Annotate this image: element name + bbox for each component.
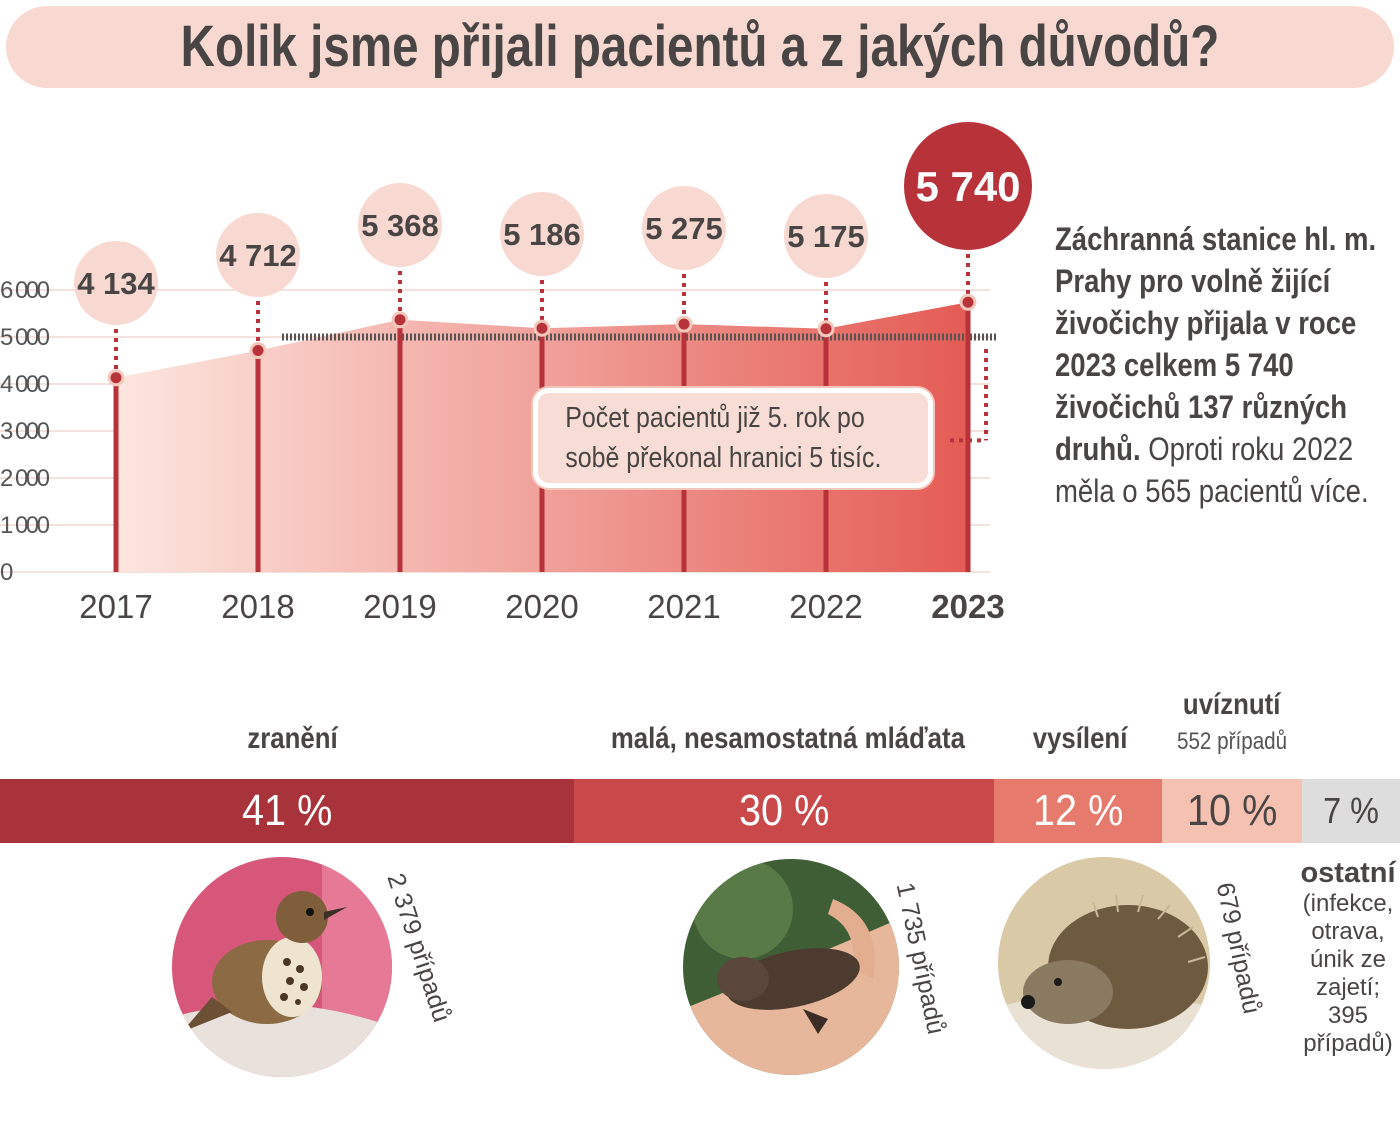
percent-ostatni: 7 % (1323, 790, 1379, 831)
y-tick-label: 3 000 (0, 418, 50, 445)
point-2017 (107, 369, 125, 387)
title-banner: Kolik jsme přijali pacientů a z jakých d… (6, 6, 1394, 88)
bubble-2020 (500, 192, 584, 276)
label-zraneni: zranění (247, 722, 338, 755)
data-label-2019: 5 368 (361, 208, 439, 243)
thrush-photo (172, 857, 392, 1077)
label-vysileni: vysílení (1032, 722, 1128, 755)
segment-ostatni: 7 % (1302, 779, 1400, 843)
annotation-text: Počet pacientů již 5. rok po sobě překon… (565, 402, 882, 474)
bubble-2021 (642, 186, 726, 270)
x-tick-2018: 2018 (221, 588, 294, 625)
y-tick-label: 5 000 (0, 324, 50, 351)
data-label-2017: 4 134 (77, 266, 155, 301)
summary-normal: Oproti roku 2022 měla o 565 pacientů víc… (1055, 431, 1369, 509)
data-label-2022: 5 175 (787, 219, 865, 254)
data-label-2020: 5 186 (503, 217, 581, 252)
percent-mladata: 30 % (738, 786, 830, 835)
y-tick-label: 6 000 (0, 277, 50, 304)
segment-uviznuti: 10 % (1162, 779, 1302, 843)
percent-zraneni: 41 % (241, 786, 333, 835)
label-ostatni: ostatní (1300, 857, 1396, 889)
bubble-2022 (784, 194, 868, 278)
percent-vysileni: 12 % (1032, 786, 1124, 835)
cases-ostatni: (infekce, otrava, únik ze zajetí; 395 př… (1302, 890, 1394, 1057)
x-tick-2021: 2021 (647, 588, 720, 625)
y-tick-label: 0 (0, 559, 13, 586)
point-2019 (391, 311, 409, 329)
bubble-2019 (358, 183, 442, 267)
ostatni-description: ostatní (infekce, otrava, únik ze zajetí… (1296, 856, 1400, 1058)
summary-text: Záchranná stanice hl. m. Prahy pro volně… (1055, 218, 1386, 512)
cases-uviznuti: 552 případů (1176, 728, 1288, 755)
hedgehog-photo (998, 857, 1210, 1069)
cases-vysileni: 679 případů (1210, 880, 1266, 1017)
summary-bold: Záchranná stanice hl. m. Prahy pro volně… (1055, 221, 1377, 467)
bubble-2023 (904, 122, 1032, 250)
point-2023 (959, 293, 977, 311)
x-tick-2022: 2022 (789, 588, 862, 625)
annotation-box: Počet pacientů již 5. rok po sobě překon… (533, 388, 933, 488)
y-tick-label: 2 000 (0, 465, 50, 492)
page-title: Kolik jsme přijali pacientů a z jakých d… (180, 14, 1220, 79)
patients-area-chart: 0 1 000 2 000 3 000 4 000 5 000 6 000 2017 2018… (0, 122, 1032, 625)
squirrel-baby-photo (683, 859, 899, 1075)
label-uviznuti: uvíznutí (1182, 688, 1281, 721)
data-label-2018: 4 712 (219, 238, 297, 273)
reasons-bar: 41 % 30 % 12 % 10 % 7 % (0, 779, 1400, 843)
data-label-2021: 5 275 (645, 211, 723, 246)
data-label-2023: 5 740 (915, 163, 1020, 210)
percent-uviznuti: 10 % (1186, 786, 1278, 835)
cases-zraneni: 2 379 případů (381, 870, 456, 1026)
point-2022 (817, 320, 835, 338)
x-tick-2019: 2019 (363, 588, 436, 625)
x-tick-2020: 2020 (505, 588, 578, 625)
bubble-2017 (74, 241, 158, 325)
y-tick-label: 1 000 (0, 512, 50, 539)
y-tick-label: 4 000 (0, 371, 50, 398)
bubble-2018 (216, 213, 300, 297)
point-2018 (249, 342, 267, 360)
segment-vysileni: 12 % (994, 779, 1162, 843)
label-mladata: malá, nesamostatná mláďata (610, 722, 965, 755)
segment-mladata: 30 % (574, 779, 994, 843)
point-2021 (675, 315, 693, 333)
x-tick-2023: 2023 (931, 588, 1004, 625)
point-2020 (533, 319, 551, 337)
x-tick-2017: 2017 (79, 588, 152, 625)
segment-zraneni: 41 % (0, 779, 574, 843)
